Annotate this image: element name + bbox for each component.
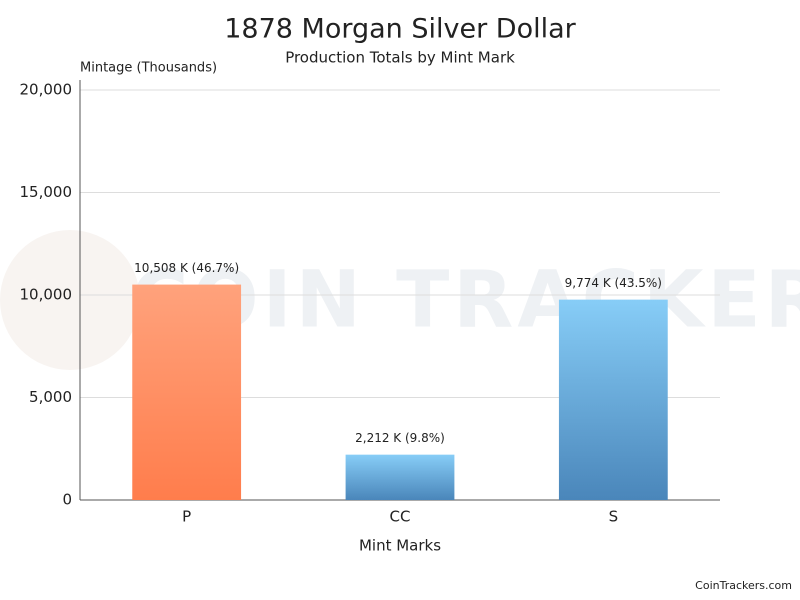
bar — [132, 285, 241, 500]
y-tick-label: 15,000 — [20, 183, 73, 201]
y-tick-label: 20,000 — [20, 81, 73, 99]
value-label: 10,508 K (46.7%) — [134, 261, 239, 275]
x-tick-label: P — [182, 508, 191, 526]
chart-title: 1878 Morgan Silver Dollar — [224, 14, 576, 45]
x-axis-label: Mint Marks — [359, 537, 441, 555]
y-axis-label: Mintage (Thousands) — [80, 61, 217, 76]
y-tick-label: 5,000 — [29, 388, 72, 406]
bar — [346, 455, 455, 500]
value-label: 2,212 K (9.8%) — [355, 431, 445, 445]
x-tick-label: S — [609, 508, 619, 526]
bar — [559, 300, 668, 500]
value-label: 9,774 K (43.5%) — [565, 276, 662, 290]
credit: CoinTrackers.com — [695, 579, 792, 592]
y-tick-label: 10,000 — [20, 286, 73, 304]
x-tick-label: CC — [390, 508, 411, 526]
y-tick-label: 0 — [62, 491, 72, 509]
chart-subtitle: Production Totals by Mint Mark — [285, 49, 515, 67]
